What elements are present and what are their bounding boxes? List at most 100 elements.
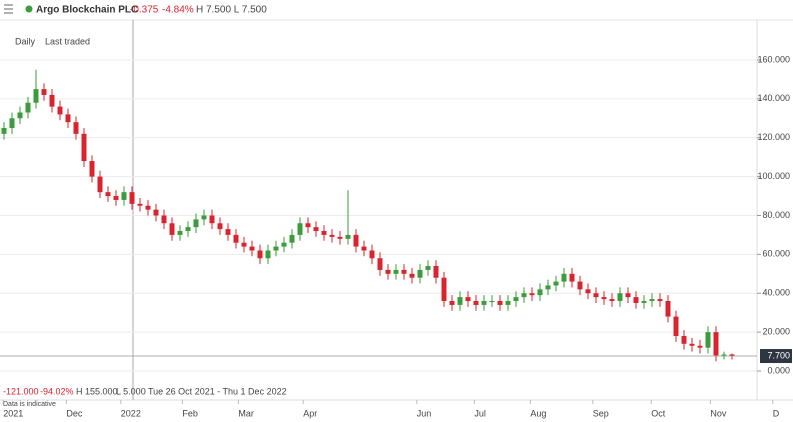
candle-body [569, 273, 575, 282]
candle-body [601, 297, 607, 300]
candle-body [241, 242, 247, 247]
candle-body [25, 102, 31, 113]
candle-body [225, 229, 231, 235]
x-tick-label: 2022 [121, 408, 141, 418]
x-tick-label: Nov [710, 408, 727, 418]
candle-body [393, 269, 399, 274]
candle-body [297, 223, 303, 235]
candle-body [713, 332, 719, 356]
candle-body [689, 343, 695, 346]
x-tick-label: Feb [182, 408, 198, 418]
candle-body [305, 223, 311, 228]
candle-body [593, 293, 599, 298]
candle-body [193, 219, 199, 228]
candle-body [433, 266, 439, 278]
candle-body [721, 354, 727, 356]
candle-body [673, 316, 679, 337]
candle-body [129, 192, 135, 204]
candle-body [9, 118, 15, 129]
status-dot [25, 5, 33, 13]
candle-body [577, 281, 583, 290]
candle-body [65, 114, 71, 123]
candle-body [121, 192, 127, 200]
candle-body [657, 299, 663, 302]
candle-body [209, 215, 215, 224]
x-tick-label: Jun [417, 408, 432, 418]
candle-body [497, 301, 503, 305]
candle-body [409, 273, 415, 278]
candle-body [609, 299, 615, 302]
x-tick-label: Oct [651, 408, 666, 418]
candle-body [233, 234, 239, 243]
candle-body [385, 269, 391, 274]
candle-body [281, 242, 287, 247]
candle-body [329, 234, 335, 237]
candle-body [265, 250, 271, 259]
candle-body [513, 297, 519, 302]
candle-body [185, 227, 191, 232]
candle-body [529, 293, 535, 296]
candle-body [457, 297, 463, 305]
interval-button[interactable]: Daily [15, 36, 36, 46]
y-tick-label: 100.000 [757, 171, 790, 181]
last-price-label: 7.700 [767, 350, 790, 360]
change: -0.375 [130, 5, 159, 16]
candle-body [521, 293, 527, 298]
candle-body [425, 266, 431, 270]
candle-body [417, 269, 423, 278]
candle-body [273, 246, 279, 251]
candle-body [441, 277, 447, 302]
candle-body [57, 106, 63, 115]
x-tick-label: D [773, 408, 780, 418]
candle-body [73, 122, 79, 134]
footer-change: -121.000 [3, 386, 39, 396]
x-tick-label: 2021 [3, 408, 23, 418]
candle-body [105, 192, 111, 197]
candle-body [169, 223, 175, 235]
y-tick-label: 0.000 [767, 365, 790, 375]
candle-body [649, 299, 655, 302]
candle-body [729, 354, 735, 357]
candle-body [217, 223, 223, 230]
candle-body [1, 128, 7, 134]
y-tick-label: 160.000 [757, 54, 790, 64]
candle-body [369, 250, 375, 259]
y-tick-label: 40.000 [762, 288, 790, 298]
candle-body [249, 246, 255, 251]
candle-body [481, 301, 487, 305]
footer-range: Tue 26 Oct 2021 - Thu 1 Dec 2022 [148, 386, 287, 396]
candle-body [145, 205, 151, 210]
candle-body [553, 281, 559, 286]
y-tick-label: 60.000 [762, 249, 790, 259]
y-tick-label: 140.000 [757, 93, 790, 103]
change-pct: -4.84% [162, 5, 194, 16]
x-tick-label: Aug [530, 408, 546, 418]
candle-body [561, 273, 567, 282]
candle-body [81, 133, 87, 162]
candle-body [705, 332, 711, 348]
data-note: Data is indicative [3, 401, 56, 408]
y-tick-label: 20.000 [762, 326, 790, 336]
x-tick-label: Mar [238, 408, 254, 418]
candle-body [681, 336, 687, 344]
candle-body [625, 293, 631, 298]
candle-body [633, 297, 639, 303]
footer-low: L 5.000 [116, 386, 146, 396]
x-tick-label: Dec [66, 408, 83, 418]
price-mode-button[interactable]: Last traded [45, 36, 90, 46]
x-tick-label: Jul [474, 408, 486, 418]
candle-body [473, 301, 479, 305]
candle-body [585, 289, 591, 294]
last-price-box [760, 349, 792, 364]
candle-body [337, 236, 343, 239]
candle-body [377, 258, 383, 270]
menu-icon[interactable] [4, 4, 13, 14]
candle-body [33, 89, 39, 103]
footer-change-pct: -94.02% [40, 386, 74, 396]
y-tick-label: 80.000 [762, 210, 790, 220]
candle-body [465, 297, 471, 302]
candle-body [449, 301, 455, 305]
candle-body [697, 345, 703, 348]
candle-body [113, 196, 119, 200]
